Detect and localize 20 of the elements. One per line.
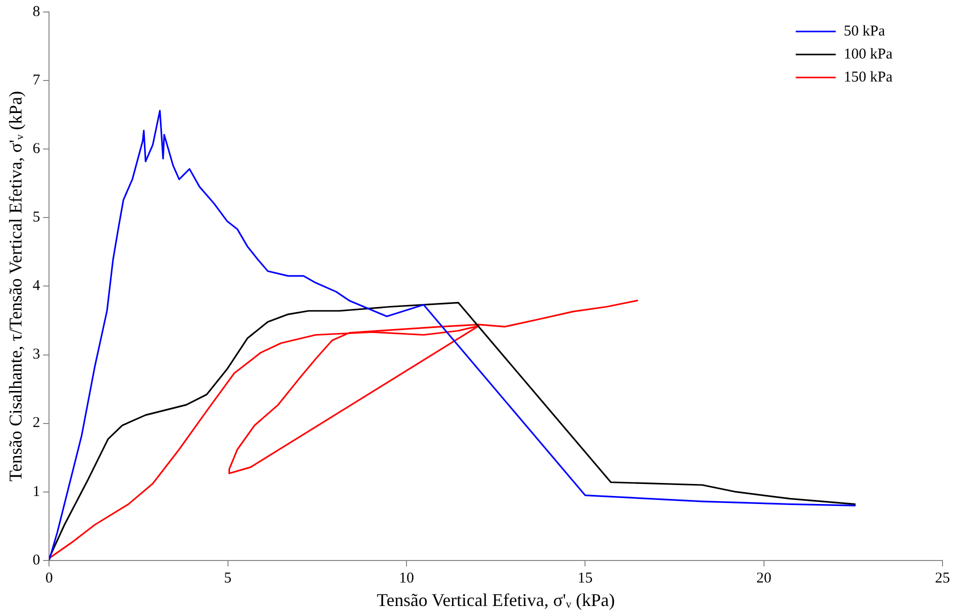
y-tick-label: 3 <box>32 346 40 363</box>
x-tick-label: 20 <box>756 570 772 586</box>
y-tick-label: 0 <box>32 552 40 568</box>
x-tick-label: 0 <box>45 570 53 586</box>
legend-label: 50 kPa <box>844 23 886 40</box>
x-tick-label: 15 <box>578 570 593 586</box>
legend-label: 100 kPa <box>844 46 893 62</box>
y-tick-label: 6 <box>32 141 41 158</box>
y-tick-label: 1 <box>32 484 40 500</box>
x-tick-label: 25 <box>935 570 950 586</box>
y-tick-label: 5 <box>32 210 40 226</box>
y-tick-label: 2 <box>32 415 40 432</box>
y-axis-title: Tensão Cisalhante, τ/Tensão Vertical Efetiva, σ'ᵥ (kPa) <box>6 90 26 482</box>
x-axis-title: Tensão Vertical Efetiva, σ'ᵥ (kPa) <box>376 590 615 610</box>
x-tick-label: 5 <box>224 570 232 586</box>
legend-label: 150 kPa <box>844 69 893 86</box>
y-tick-label: 7 <box>32 72 41 88</box>
y-tick-label: 4 <box>32 278 41 294</box>
y-tick-label: 8 <box>32 4 40 20</box>
x-tick-label: 10 <box>398 570 414 586</box>
